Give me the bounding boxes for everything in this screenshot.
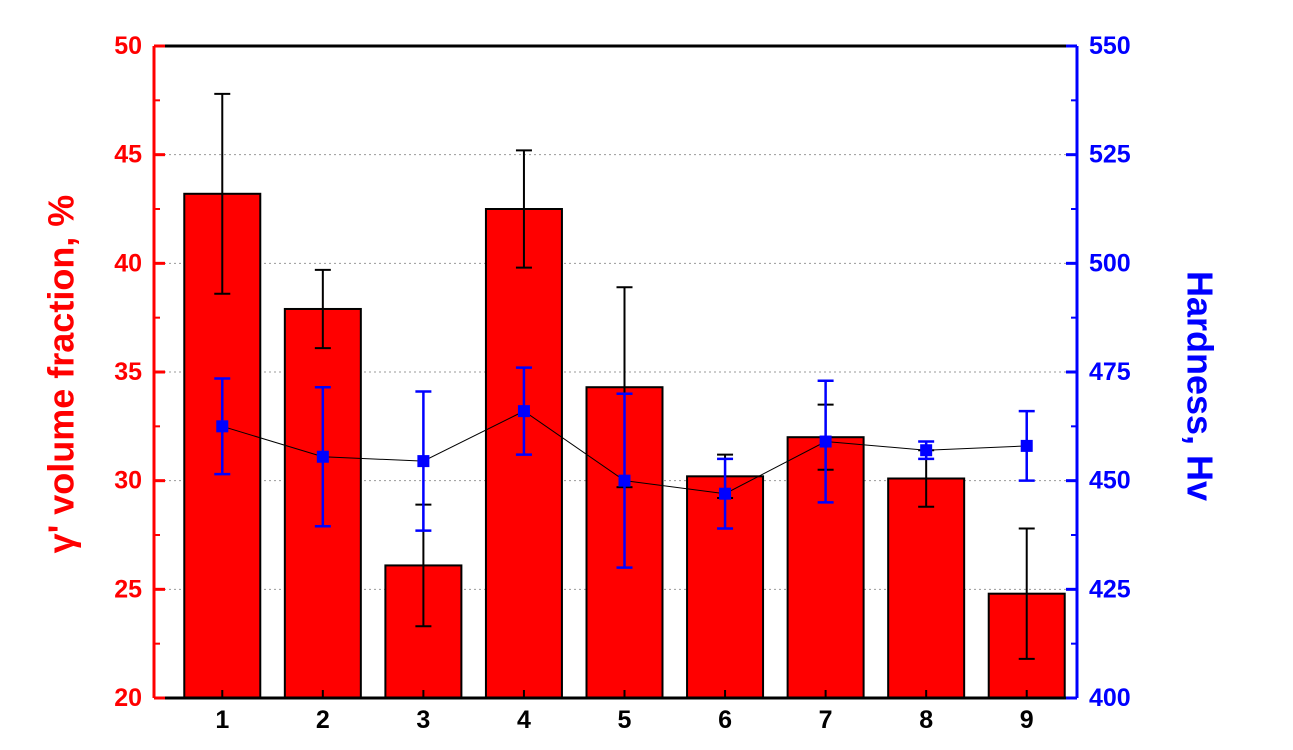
y-right-tick-label: 425 [1089,575,1131,603]
x-tick-label: 6 [718,706,732,734]
hardness-point [819,435,832,448]
y-left-tick-label: 40 [114,249,142,277]
y-axis-left-label: γ' volume fraction, % [41,195,82,554]
hardness-point [316,450,329,463]
bar [887,477,966,700]
y-left-tick-label: 45 [114,141,142,169]
y-right-tick-label: 500 [1089,249,1131,277]
hardness-point [517,405,530,418]
x-tick-label: 5 [618,706,632,734]
hardness-point [216,420,229,433]
y-right-tick-label: 450 [1089,467,1131,495]
x-tick-label: 1 [215,706,229,734]
y-left-tick-label: 20 [114,684,142,712]
hardness-series [214,366,1035,569]
y-right-tick-label: 475 [1089,358,1131,386]
x-tick-label: 2 [316,706,330,734]
hardness-point [417,455,430,468]
y-left-tick-label: 35 [114,358,142,386]
hardness-point [618,474,631,487]
x-tick-label: 7 [819,706,833,734]
x-tick-label: 8 [919,706,933,734]
y-right-tick-label: 550 [1089,32,1131,60]
y-left-tick-label: 50 [114,32,142,60]
y-right-tick-label: 525 [1089,141,1131,169]
hardness-point [719,487,732,500]
y-right-tick-label: 400 [1089,684,1131,712]
x-tick-label: 4 [517,706,531,734]
x-tick-label: 9 [1020,706,1034,734]
y-axis-right-label: Hardness, Hv [1179,271,1220,501]
x-tick-label: 3 [416,706,430,734]
y-left-tick-label: 30 [114,467,142,495]
hardness-point [1020,439,1033,452]
hardness-point [920,444,933,457]
axis-ticks [154,44,1077,700]
y-left-tick-label: 25 [114,575,142,603]
